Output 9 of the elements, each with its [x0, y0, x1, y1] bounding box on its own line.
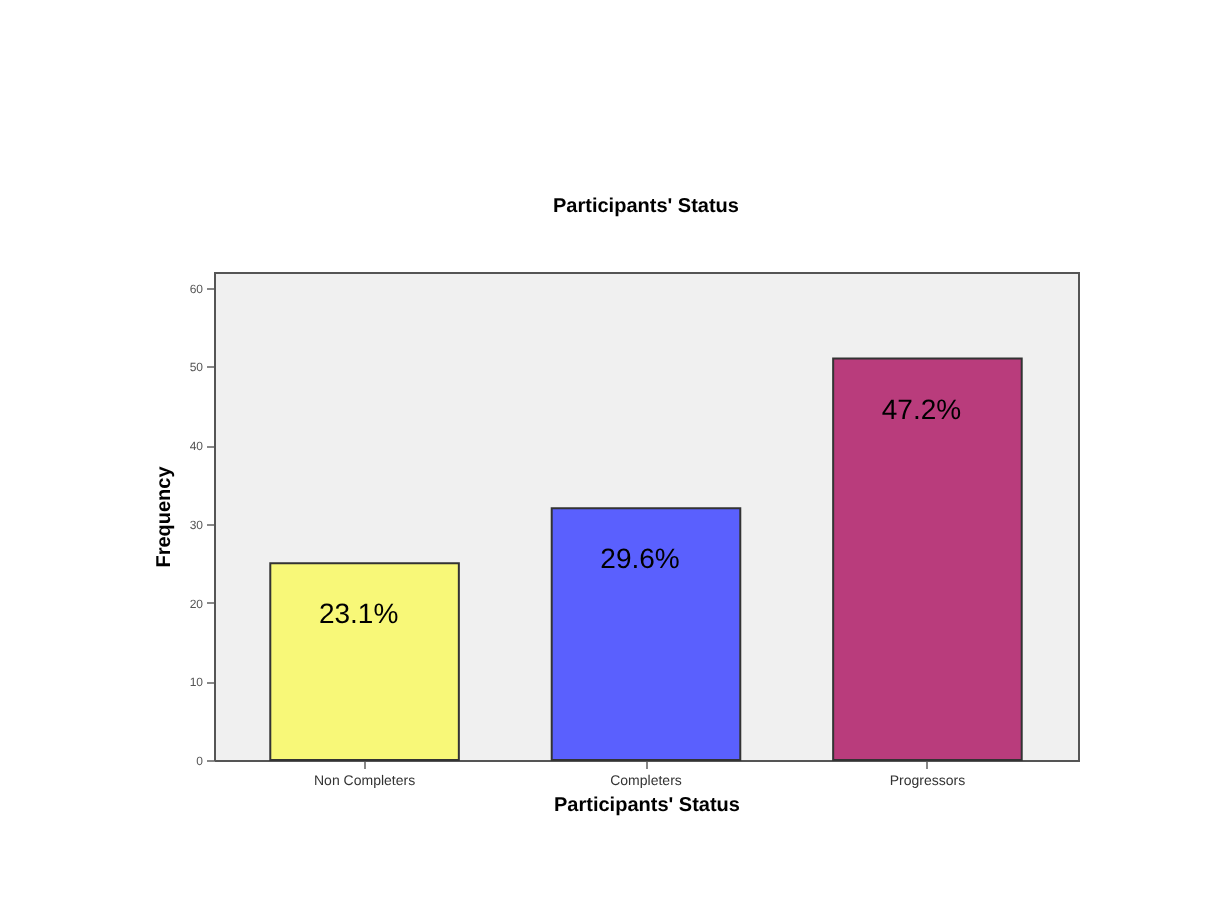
bar	[832, 357, 1023, 761]
text: Participants' Status	[554, 795, 741, 817]
bar	[269, 562, 460, 761]
bar	[550, 507, 742, 761]
annotation: 47.2%	[881, 392, 962, 425]
annotation: 23.1%	[318, 597, 399, 630]
annotation: 29.6%	[600, 542, 680, 575]
x-axis-title: Participants' Status	[553, 196, 740, 218]
y-axis-title: Frequency	[153, 465, 176, 568]
